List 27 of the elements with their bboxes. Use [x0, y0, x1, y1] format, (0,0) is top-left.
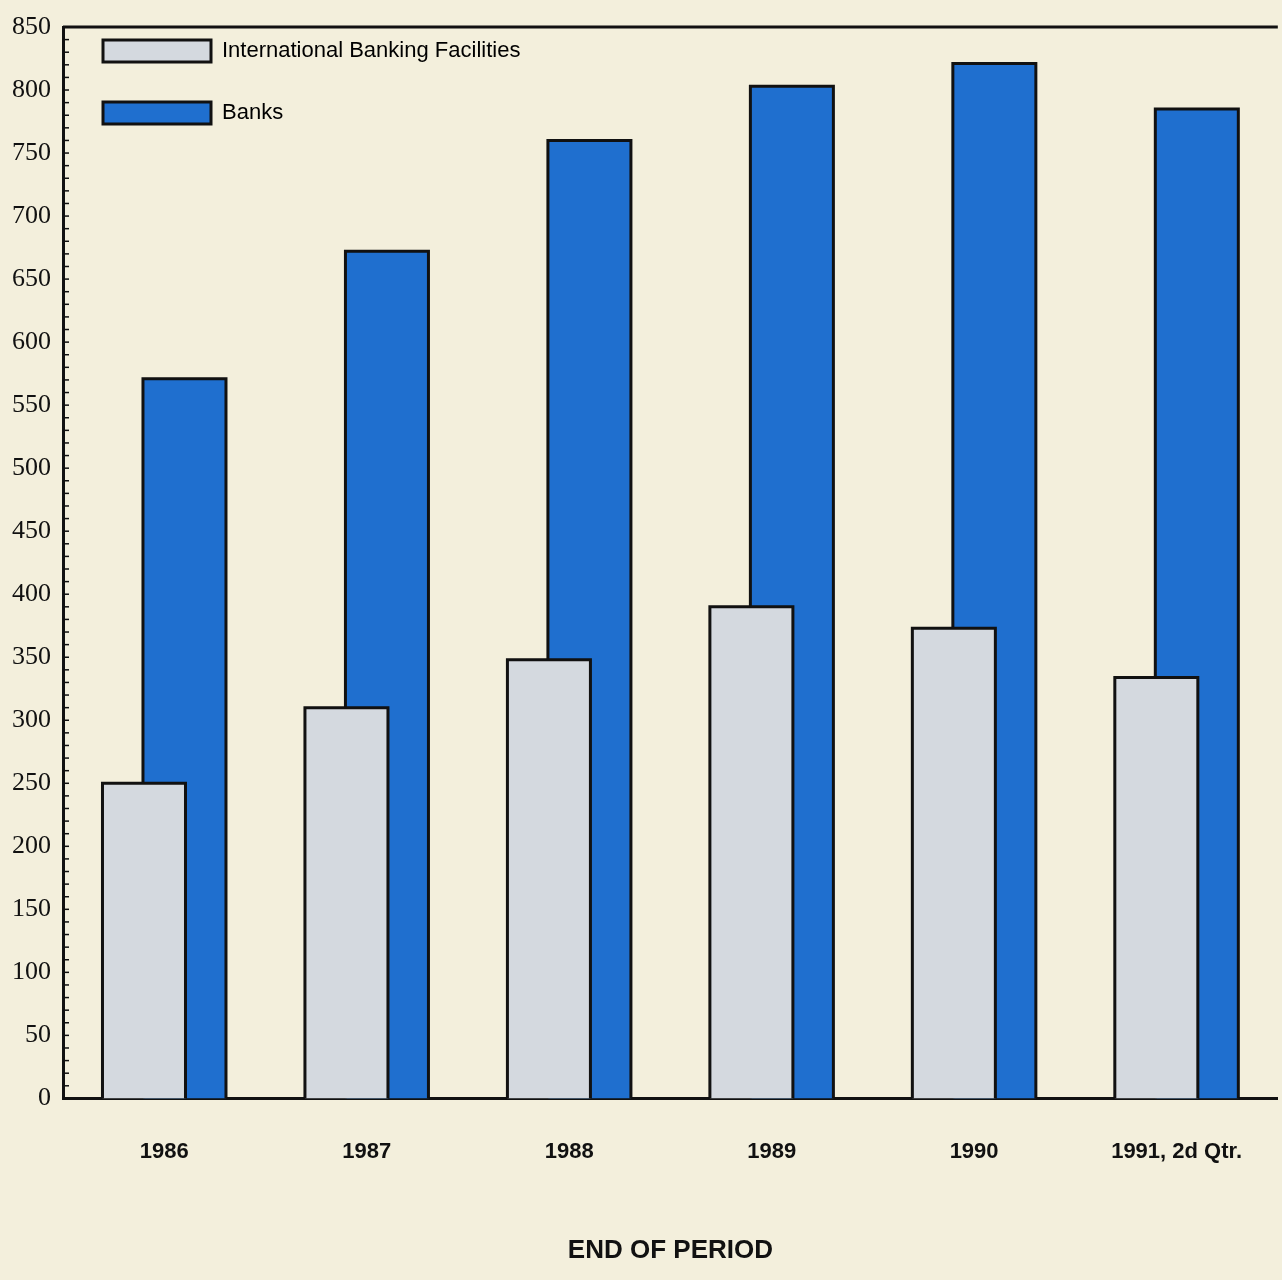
y-tick-label: 500 [12, 451, 51, 481]
y-tick-label: 600 [12, 325, 51, 355]
y-tick-label: 200 [12, 830, 51, 860]
y-tick-label: 50 [25, 1019, 51, 1049]
y-tick-label: 750 [12, 136, 51, 166]
y-tick-label: 650 [12, 262, 51, 292]
x-tick-label: 1991, 2d Qtr. [1111, 1137, 1242, 1163]
y-tick-label: 0 [38, 1082, 51, 1112]
y-tick-label: 150 [12, 893, 51, 923]
y-tick-label: 850 [12, 10, 51, 40]
y-tick-label: 550 [12, 388, 51, 418]
x-tick-label: 1989 [747, 1137, 797, 1163]
y-tick-label: 350 [12, 641, 51, 671]
x-tick-label: 1986 [139, 1137, 189, 1163]
legend-label: Banks [222, 99, 284, 125]
x-tick-label: 1988 [544, 1137, 594, 1163]
y-tick-label: 100 [12, 956, 51, 986]
x-axis-title: END OF PERIOD [567, 1233, 773, 1264]
y-tick-label: 250 [12, 767, 51, 797]
y-tick-label: 800 [12, 73, 51, 103]
x-tick-label: 1987 [342, 1137, 392, 1163]
legend-label: International Banking Facilities [222, 37, 521, 63]
y-tick-label: 450 [12, 515, 51, 545]
y-tick-label: 700 [12, 199, 51, 229]
y-tick-label: 400 [12, 578, 51, 608]
y-tick-label: 300 [12, 704, 51, 734]
x-tick-label: 1990 [949, 1137, 999, 1163]
